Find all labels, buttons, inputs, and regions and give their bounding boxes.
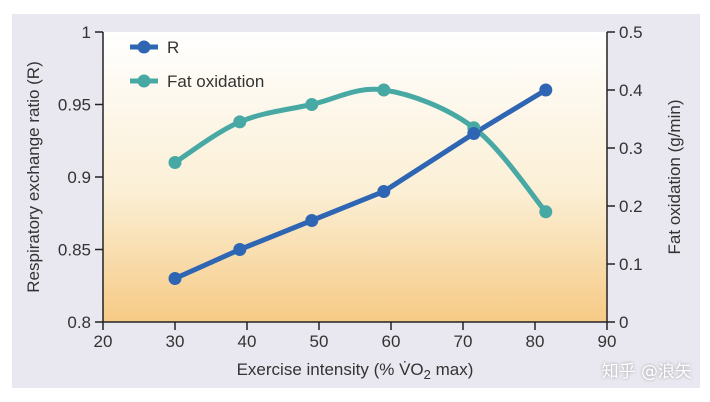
fat-oxidation-point (539, 205, 553, 219)
x-tick-label: 40 (238, 332, 257, 351)
fat-oxidation-point (233, 115, 247, 129)
axes (95, 31, 615, 330)
watermark: 知乎 @浪矢 (601, 362, 692, 382)
y-left-tick-label: 0.9 (67, 168, 91, 187)
y-right-tick-label: 0.3 (619, 139, 643, 158)
y-right-tick-label: 0.1 (619, 255, 643, 274)
y-right-tick-label: 0.5 (619, 23, 643, 42)
r-point (539, 83, 553, 97)
x-tick-label: 90 (598, 332, 617, 351)
y-right-tick-label: 0.2 (619, 197, 643, 216)
x-axis-title: Exercise intensity (% V̇O2 max) (237, 360, 474, 382)
y-left-tick-label: 0.8 (67, 313, 91, 332)
legend: R Fat oxidation (130, 38, 264, 91)
y-axis-left-title: Respiratory exchange ratio (R) (24, 61, 43, 292)
tick-labels: 20 30 40 50 60 70 80 90 0.8 0.85 0.9 0.95 1 0 0.1 0.2 0.… (58, 23, 643, 351)
legend-label: R (167, 38, 179, 57)
x-tick-label: 30 (166, 332, 185, 351)
y-left-tick-label: 0.95 (58, 96, 91, 115)
x-tick-label: 70 (454, 332, 473, 351)
fat-oxidation-point (305, 98, 319, 111)
y-left-tick-label: 0.85 (58, 241, 91, 260)
x-tick-label: 60 (382, 332, 401, 351)
legend-swatch-marker (137, 74, 151, 88)
legend-swatch-marker (137, 40, 151, 54)
fat-oxidation-point (168, 156, 182, 169)
x-axis-title-subscript: 2 (424, 367, 431, 382)
y-left-tick-label: 1 (82, 23, 91, 42)
r-point (467, 127, 481, 140)
y-axis-right-title: Fat oxidation (g/min) (665, 100, 684, 255)
x-axis-title-main: Exercise intensity (% (237, 360, 400, 379)
r-point (305, 214, 319, 227)
x-axis-title-end: max) (431, 360, 474, 379)
series-lines (168, 83, 553, 285)
x-axis-title-vo: V̇O (399, 360, 424, 379)
r-point (377, 185, 391, 198)
r-point (168, 272, 182, 285)
fat-oxidation-point (377, 83, 391, 97)
legend-label: Fat oxidation (167, 72, 264, 91)
y-right-tick-label: 0 (619, 313, 628, 332)
x-tick-label: 80 (526, 332, 545, 351)
x-tick-label: 20 (94, 332, 113, 351)
y-right-tick-label: 0.4 (619, 81, 643, 100)
r-point (233, 243, 247, 256)
r-line (173, 87, 548, 281)
chart-svg: 20 30 40 50 60 70 80 90 0.8 0.85 0.9 0.95 1 0 0.1 0.2 0.… (24, 23, 684, 382)
chart-frame: 20 30 40 50 60 70 80 90 0.8 0.85 0.9 0.95 1 0 0.1 0.2 0.… (12, 14, 700, 388)
x-tick-label: 50 (310, 332, 329, 351)
